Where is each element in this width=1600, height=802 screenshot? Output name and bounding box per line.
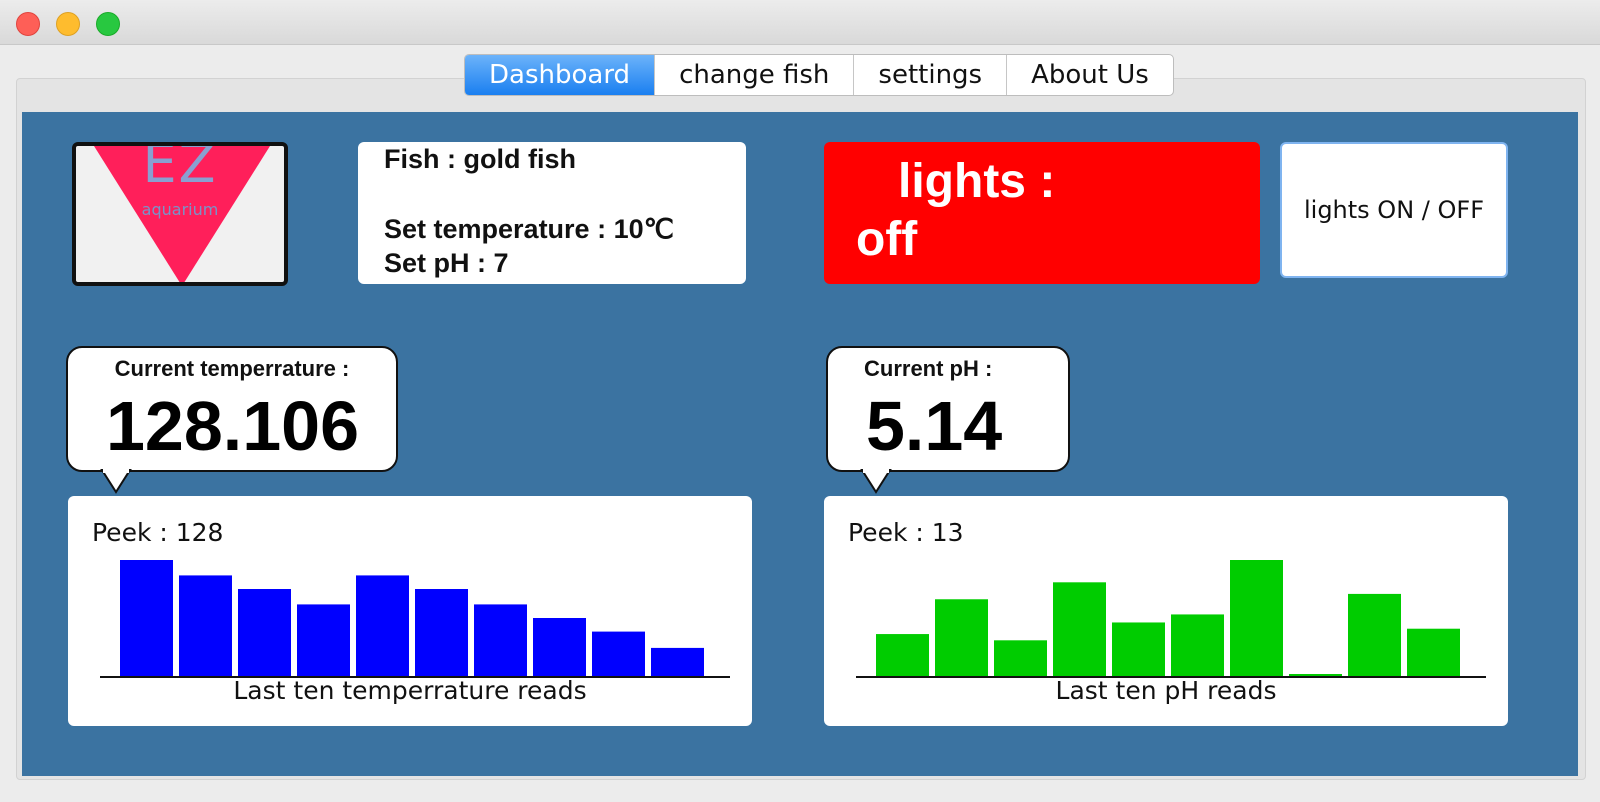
logo-text: EZ bbox=[142, 142, 218, 195]
bar-9 bbox=[592, 631, 645, 676]
bar-5 bbox=[1112, 622, 1165, 676]
bar-9 bbox=[1348, 593, 1401, 676]
logo-triangle bbox=[94, 146, 270, 282]
bar-4 bbox=[1053, 582, 1106, 676]
window-titlebar bbox=[0, 0, 1600, 45]
bar-7 bbox=[1230, 560, 1283, 676]
ph-chart-card: Peek : 13 Last ten pH reads bbox=[824, 496, 1508, 726]
bar-3 bbox=[994, 640, 1047, 676]
fish-info-box: Fish : gold fish Set temperature : 10℃ S… bbox=[358, 142, 746, 284]
temperature-bubble-pointer bbox=[100, 469, 132, 494]
temperature-bar-chart bbox=[100, 560, 730, 678]
temperature-chart-caption: Last ten temperrature reads bbox=[233, 676, 587, 705]
bar-2 bbox=[935, 599, 988, 676]
close-window-button[interactable] bbox=[16, 12, 40, 36]
bar-8 bbox=[1289, 674, 1342, 676]
bar-1 bbox=[876, 634, 929, 676]
bar-6 bbox=[1171, 614, 1224, 676]
set-temperature-label: Set temperature : 10℃ bbox=[384, 214, 674, 244]
ph-bar-chart bbox=[856, 560, 1486, 678]
fish-name-label: Fish : gold fish bbox=[384, 144, 576, 174]
current-ph-bubble: Current pH : 5.14 bbox=[826, 346, 1070, 472]
ph-chart-caption: Last ten pH reads bbox=[1055, 676, 1277, 705]
tab-about-us[interactable]: About Us bbox=[1031, 60, 1149, 90]
lights-status-box: lights : off bbox=[824, 142, 1260, 284]
current-temperature-bubble: Current temperrature : 128.106 bbox=[66, 346, 398, 472]
bar-8 bbox=[533, 618, 586, 676]
tab-change-fish[interactable]: change fish bbox=[655, 55, 855, 95]
current-ph-title: Current pH : bbox=[864, 356, 993, 381]
zoom-window-button[interactable] bbox=[96, 12, 120, 36]
current-ph-value: 5.14 bbox=[866, 387, 1003, 465]
set-ph-label: Set pH : 7 bbox=[384, 248, 509, 278]
lights-label: lights : bbox=[898, 155, 1056, 208]
current-temperature-title: Current temperrature : bbox=[114, 356, 350, 381]
logo-subtext: aquarium bbox=[141, 200, 219, 219]
bar-5 bbox=[356, 575, 409, 676]
bar-2 bbox=[179, 575, 232, 676]
temperature-peek-label: Peek : 128 bbox=[92, 518, 224, 547]
tab-settings[interactable]: settings bbox=[854, 55, 1008, 95]
ph-bubble-pointer bbox=[860, 469, 892, 494]
bar-10 bbox=[1407, 628, 1460, 676]
current-temperature-value: 128.106 bbox=[106, 387, 360, 465]
bar-10 bbox=[651, 647, 704, 676]
lights-toggle-button[interactable]: lights ON / OFF bbox=[1280, 142, 1508, 278]
app-logo: EZ aquarium bbox=[72, 142, 288, 286]
ph-peek-label: Peek : 13 bbox=[848, 518, 964, 547]
bar-7 bbox=[474, 604, 527, 676]
lights-state: off bbox=[856, 213, 918, 266]
minimize-window-button[interactable] bbox=[56, 12, 80, 36]
tab-dashboard[interactable]: Dashboard bbox=[465, 55, 656, 95]
bar-3 bbox=[238, 589, 291, 676]
bar-1 bbox=[120, 560, 173, 676]
tab-bar: Dashboard change fish settings About Us bbox=[464, 54, 1174, 96]
bar-6 bbox=[415, 589, 468, 676]
bar-4 bbox=[297, 604, 350, 676]
temperature-chart-card: Peek : 128 Last ten temperrature reads bbox=[68, 496, 752, 726]
